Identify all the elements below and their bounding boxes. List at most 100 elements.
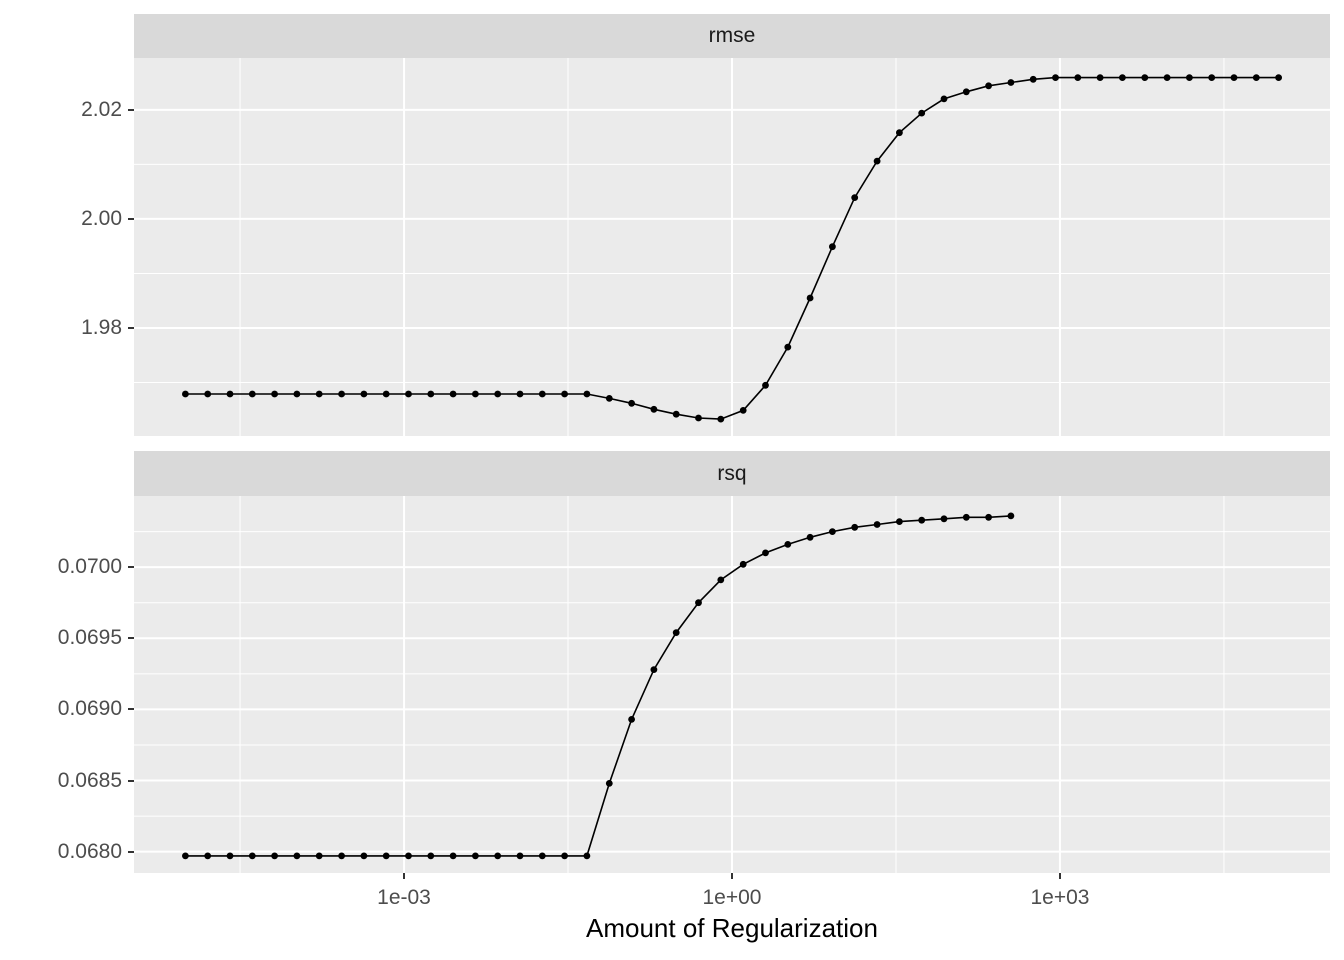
series-line-rsq <box>185 515 1011 857</box>
y-tick-label: 0.0690 <box>57 697 122 721</box>
data-point <box>338 852 345 860</box>
data-point <box>1096 74 1104 81</box>
y-tick-mark <box>128 327 134 329</box>
y-tick-label: 0.0695 <box>57 626 122 650</box>
facet-strip-rmse: rmse <box>134 14 1330 58</box>
y-tick-mark <box>128 637 134 640</box>
y-tick-mark <box>128 566 134 569</box>
y-tick-label: 0.0680 <box>57 839 122 863</box>
data-point <box>561 852 568 860</box>
data-point <box>672 629 680 636</box>
data-point <box>1163 74 1171 81</box>
data-point <box>650 405 658 413</box>
data-point <box>605 780 613 787</box>
data-point <box>204 390 212 398</box>
data-point <box>628 399 635 407</box>
data-point <box>449 852 457 860</box>
series-line-rmse <box>185 76 1279 420</box>
data-point <box>1007 512 1015 520</box>
data-point <box>271 852 278 860</box>
data-point <box>1252 74 1260 81</box>
y-tick-mark <box>128 108 134 111</box>
data-point <box>1230 74 1238 81</box>
facet-strip-rsq: rsq <box>134 451 1330 496</box>
x-tick-mark <box>731 873 733 879</box>
data-point <box>1119 74 1126 81</box>
panel-rmse <box>134 58 1330 436</box>
data-point <box>382 852 390 860</box>
panel-rmse-plot <box>134 58 1330 436</box>
data-point <box>226 852 234 860</box>
facet-strip-label-rsq: rsq <box>717 461 747 485</box>
data-point <box>940 95 948 103</box>
x-tick-mark <box>403 873 406 879</box>
data-point <box>583 852 591 860</box>
data-point <box>762 381 769 389</box>
data-point <box>717 576 725 584</box>
y-tick-label: 1.98 <box>81 316 122 339</box>
data-point <box>851 523 859 531</box>
data-point <box>628 716 635 723</box>
data-point <box>360 390 368 398</box>
data-point <box>851 194 859 202</box>
data-point <box>248 852 256 860</box>
y-tick-label: 2.02 <box>81 97 122 121</box>
x-tick-label: 1e-03 <box>377 886 431 909</box>
y-tick-label: 0.0685 <box>57 768 122 792</box>
data-point <box>605 395 613 402</box>
data-point <box>896 129 903 137</box>
data-point <box>940 515 948 523</box>
data-point <box>271 390 278 398</box>
data-point <box>762 549 769 557</box>
data-point <box>494 852 502 860</box>
data-point <box>1208 74 1216 81</box>
data-point <box>1141 74 1149 81</box>
data-point <box>248 390 256 398</box>
data-point <box>226 390 234 398</box>
data-point <box>494 390 502 398</box>
data-point <box>315 852 323 860</box>
data-point <box>1007 79 1015 86</box>
panel-rsq <box>134 496 1330 873</box>
data-point <box>985 82 992 90</box>
data-point <box>293 390 301 398</box>
data-point <box>182 852 189 860</box>
y-tick-mark <box>128 779 134 782</box>
data-point <box>516 852 524 860</box>
data-point <box>650 666 658 673</box>
data-point <box>405 390 412 398</box>
data-point <box>182 390 189 398</box>
data-point <box>739 560 747 568</box>
x-tick-label: 1e+00 <box>702 886 762 909</box>
x-axis-title: Amount of Regularization <box>586 913 878 943</box>
data-point <box>873 521 881 528</box>
data-point <box>538 852 546 860</box>
data-point <box>739 407 747 414</box>
data-point <box>806 533 814 541</box>
data-point <box>516 390 524 398</box>
data-point <box>829 243 836 251</box>
data-point <box>561 390 568 398</box>
data-point <box>1275 74 1282 81</box>
data-point <box>360 852 368 860</box>
data-point <box>449 390 457 398</box>
data-point <box>1186 74 1193 81</box>
y-tick-mark <box>128 850 134 853</box>
data-point <box>204 852 212 860</box>
data-point <box>427 852 435 860</box>
x-tick-label: 1e+03 <box>1030 886 1090 909</box>
data-point <box>427 390 435 398</box>
data-point <box>382 390 390 398</box>
data-point <box>806 294 814 302</box>
data-point <box>1074 74 1082 81</box>
data-point <box>918 109 926 117</box>
data-point <box>338 390 345 398</box>
data-point <box>472 852 479 860</box>
data-point <box>315 390 323 398</box>
x-tick-mark <box>1058 873 1061 879</box>
data-point <box>405 852 412 860</box>
data-point <box>962 513 970 521</box>
y-tick-mark <box>128 217 134 220</box>
data-point <box>1029 75 1037 83</box>
